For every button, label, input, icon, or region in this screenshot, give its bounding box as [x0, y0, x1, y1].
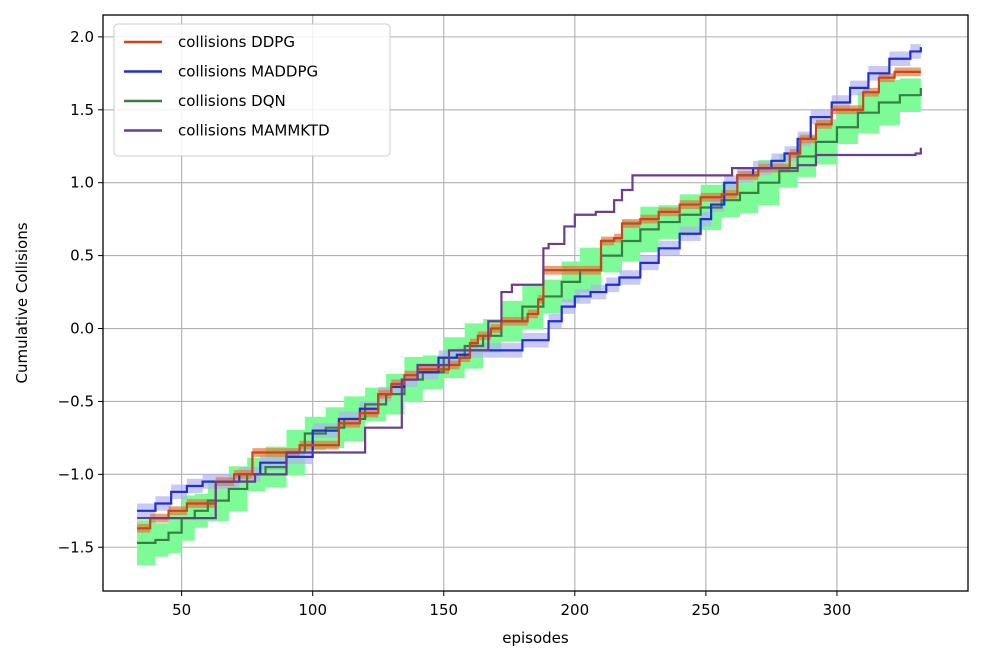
legend-item: collisions MAMMKTD [124, 122, 330, 140]
legend-label: collisions DQN [178, 92, 286, 110]
legend-item: collisions DDPG [124, 33, 295, 51]
y-tick-label: 2.0 [70, 28, 94, 46]
legend-label: collisions DDPG [178, 33, 295, 51]
y-tick-label: 1.0 [70, 174, 94, 192]
x-tick-label: 50 [172, 601, 191, 619]
x-axis-label: episodes [502, 629, 569, 647]
y-tick-label: 0.5 [70, 247, 94, 265]
plot-frame [102, 14, 969, 592]
legend-label: collisions MAMMKTD [178, 122, 330, 140]
x-tick-label: 200 [560, 601, 589, 619]
band-collisions-ddpg [137, 67, 921, 533]
y-tick-label: −1.0 [58, 465, 94, 483]
legend-item: collisions DQN [124, 92, 286, 110]
legend-box [113, 23, 391, 157]
legend-label: collisions MADDPG [178, 63, 318, 81]
x-tick-label: 100 [298, 601, 327, 619]
series-lines [137, 47, 922, 544]
y-tick-label: 0.0 [70, 320, 94, 338]
x-tick-label: 300 [823, 601, 852, 619]
x-tick-label: 150 [429, 601, 458, 619]
y-axis-label: Cumulative Collisions [13, 222, 31, 383]
y-tick-label: −0.5 [58, 392, 94, 410]
y-tick-label: 1.5 [70, 101, 94, 119]
y-axis-ticks: −1.5 −1.0 −0.5 0.0 0.5 1.0 1.5 2.0 [58, 28, 103, 556]
x-tick-label: 250 [692, 601, 721, 619]
legend: collisions DDPG collisions MADDPG collisio… [113, 23, 391, 157]
x-axis-ticks: 50 100 150 200 250 300 [172, 591, 851, 619]
line-collisions-mammktd [137, 147, 922, 520]
legend-item: collisions MADDPG [124, 63, 318, 81]
y-tick-label: −1.5 [58, 538, 94, 556]
